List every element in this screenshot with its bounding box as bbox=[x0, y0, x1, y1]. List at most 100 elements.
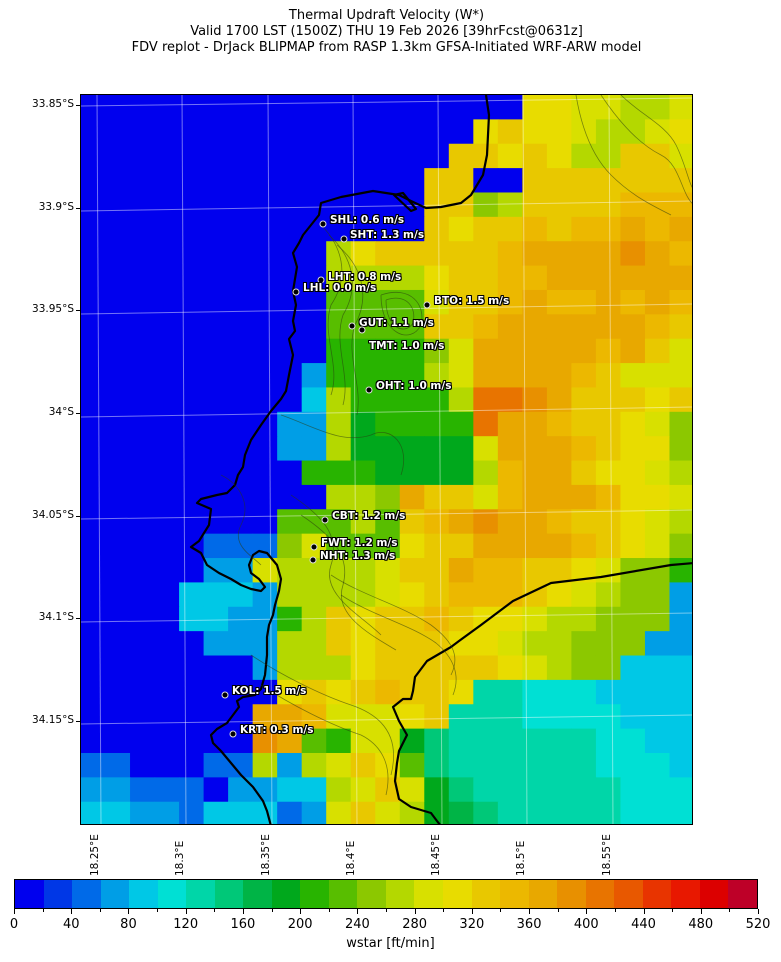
heatmap-cell bbox=[105, 168, 131, 194]
heatmap-cell bbox=[644, 436, 671, 462]
heatmap-cell bbox=[301, 655, 327, 681]
heatmap-cell bbox=[375, 679, 401, 705]
heatmap-cell bbox=[105, 289, 131, 315]
heatmap-cell bbox=[105, 777, 131, 803]
heatmap-cell bbox=[448, 606, 474, 632]
heatmap-cell bbox=[620, 265, 646, 291]
station-marker-sht[interactable] bbox=[340, 235, 348, 243]
colorbar-tick bbox=[242, 909, 244, 914]
heatmap-cell bbox=[105, 606, 131, 632]
heatmap-cell bbox=[203, 533, 229, 559]
heatmap-cell bbox=[350, 484, 376, 510]
heatmap-cell bbox=[277, 533, 303, 559]
heatmap-cell bbox=[399, 801, 425, 824]
heatmap-cell bbox=[228, 216, 254, 242]
heatmap-cell bbox=[571, 314, 597, 340]
heatmap-cell bbox=[130, 631, 156, 657]
heatmap-cell bbox=[448, 216, 474, 242]
heatmap-cell bbox=[546, 363, 572, 389]
heatmap-cell bbox=[644, 289, 671, 315]
heatmap-cell bbox=[473, 265, 499, 291]
heatmap-cell bbox=[277, 484, 303, 510]
station-marker-bto[interactable] bbox=[423, 301, 431, 309]
heatmap-cell bbox=[644, 752, 671, 778]
station-marker-tmt[interactable] bbox=[358, 326, 366, 334]
y-tick-label: 33.9°S bbox=[38, 201, 74, 213]
heatmap-cell bbox=[669, 363, 692, 389]
heatmap-cell bbox=[473, 777, 499, 803]
heatmap-cell bbox=[350, 606, 376, 632]
heatmap-cell bbox=[424, 314, 450, 340]
heatmap-cell bbox=[375, 119, 401, 145]
colorbar-swatch bbox=[385, 880, 415, 908]
heatmap-cell bbox=[203, 168, 229, 194]
heatmap-cell bbox=[350, 265, 376, 291]
heatmap-cell bbox=[81, 558, 107, 583]
heatmap-cell bbox=[203, 752, 229, 778]
heatmap-cell bbox=[399, 95, 425, 120]
colorbar-swatch bbox=[357, 880, 386, 908]
heatmap-cell bbox=[179, 752, 205, 778]
heatmap-cell bbox=[179, 289, 205, 315]
station-marker-oht[interactable] bbox=[365, 386, 373, 394]
heatmap-cell bbox=[179, 338, 205, 364]
heatmap-cell bbox=[105, 436, 131, 462]
heatmap-cell bbox=[130, 679, 156, 705]
colorbar-swatch bbox=[471, 880, 501, 908]
heatmap-cell bbox=[326, 777, 352, 803]
heatmap-cell bbox=[375, 216, 401, 242]
heatmap-cell bbox=[448, 631, 474, 657]
heatmap-cell bbox=[375, 509, 401, 535]
heatmap-cell bbox=[473, 168, 499, 194]
heatmap-cell bbox=[399, 289, 425, 315]
heatmap-cell bbox=[448, 728, 474, 754]
heatmap-cell bbox=[228, 192, 254, 218]
heatmap-cell bbox=[448, 484, 474, 510]
heatmap-cell bbox=[105, 752, 131, 778]
heatmap-cell bbox=[154, 655, 180, 681]
heatmap-cell bbox=[179, 679, 205, 705]
y-tick-label: 34.1°S bbox=[38, 611, 74, 623]
station-marker-cbt[interactable] bbox=[321, 516, 329, 524]
heatmap-cell bbox=[350, 655, 376, 681]
heatmap-cell bbox=[595, 95, 622, 120]
station-marker-kol[interactable] bbox=[221, 691, 229, 699]
station-marker-krt[interactable] bbox=[229, 730, 237, 738]
colorbar-label: 0 bbox=[9, 917, 19, 932]
station-marker-fwt[interactable] bbox=[310, 543, 318, 551]
heatmap-cell bbox=[595, 728, 622, 754]
heatmap-cell bbox=[546, 168, 572, 194]
heatmap-cell bbox=[620, 338, 646, 364]
heatmap-cell bbox=[277, 314, 303, 340]
station-marker-nht[interactable] bbox=[309, 556, 317, 564]
colorbar-label: 120 bbox=[173, 917, 199, 932]
heatmap-cell bbox=[326, 143, 352, 169]
heatmap-cell bbox=[203, 289, 229, 315]
station-marker-lhl[interactable] bbox=[292, 288, 300, 296]
colorbar-tick bbox=[71, 909, 73, 914]
heatmap-cell bbox=[326, 363, 352, 389]
heatmap-cell bbox=[179, 582, 205, 608]
heatmap-cell bbox=[301, 192, 327, 218]
heatmap-cell bbox=[522, 387, 548, 413]
heatmap-cell bbox=[203, 216, 229, 242]
station-marker-shl[interactable] bbox=[319, 220, 327, 228]
heatmap-cell bbox=[497, 533, 523, 559]
heatmap-cell bbox=[105, 704, 131, 730]
station-marker-gut[interactable] bbox=[348, 322, 356, 330]
heatmap-cell bbox=[644, 558, 671, 583]
heatmap-cell bbox=[301, 582, 327, 608]
colorbar-swatch bbox=[442, 880, 472, 908]
station-label-sht: SHT: 1.3 m/s bbox=[350, 229, 425, 241]
heatmap-cell bbox=[522, 801, 548, 824]
station-marker-lht[interactable] bbox=[317, 276, 325, 284]
heatmap-cell bbox=[522, 338, 548, 364]
heatmap-cell bbox=[130, 387, 156, 413]
heatmap-cell bbox=[669, 265, 692, 291]
heatmap-cell bbox=[130, 704, 156, 730]
heatmap-cell bbox=[203, 387, 229, 413]
heatmap-cell bbox=[179, 314, 205, 340]
heatmap-cell bbox=[350, 411, 376, 437]
heatmap-cell bbox=[424, 533, 450, 559]
heatmap-cell bbox=[301, 460, 327, 486]
